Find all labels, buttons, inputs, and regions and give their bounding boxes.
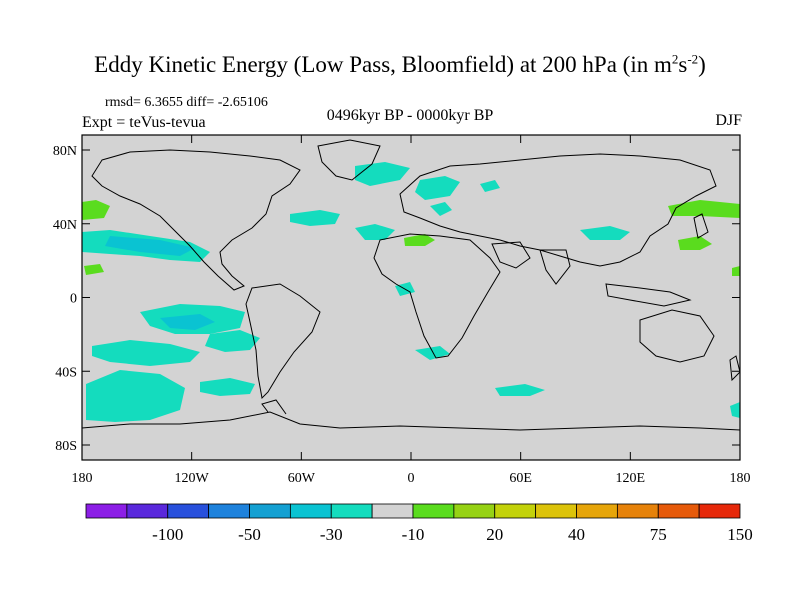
lon-label: 180 xyxy=(72,471,93,486)
coast-eurasia xyxy=(399,153,717,267)
colorbar-swatch xyxy=(453,503,496,519)
patch-cyan xyxy=(200,378,255,396)
patch-green xyxy=(84,264,104,275)
season-label: DJF xyxy=(715,112,742,129)
colorbar: -100 -50 -30 -10 20 40 75 150 xyxy=(85,503,753,544)
colorbar-swatch xyxy=(535,503,577,519)
patch-cyan xyxy=(730,402,740,418)
colorbar-swatch xyxy=(126,503,169,519)
coast-indonesia xyxy=(605,283,692,307)
patch-cyan xyxy=(355,224,395,240)
patch-green xyxy=(404,234,435,246)
coast-arabia xyxy=(491,241,531,269)
patch-cyan xyxy=(495,384,545,396)
colorbar-swatch xyxy=(249,503,291,519)
patch-cyan xyxy=(415,176,460,200)
colorbar-swatch xyxy=(371,503,414,519)
lat-label: 80S xyxy=(55,439,77,454)
colorbar-label: 20 xyxy=(486,525,503,544)
coast-africa xyxy=(373,233,501,359)
lon-label: 180 xyxy=(730,471,751,486)
coast-australia xyxy=(639,309,715,363)
colorbar-swatch xyxy=(85,503,128,519)
patch-blue xyxy=(105,236,195,256)
rmsd-diff-stats: rmsd= 6.3655 diff= -2.65106 xyxy=(105,95,268,110)
lon-label: 0 xyxy=(408,471,415,486)
lat-label: 0 xyxy=(70,292,77,307)
lat-label: 40S xyxy=(55,365,77,380)
coast-antarctic-peninsula xyxy=(261,399,287,415)
patch-cyan xyxy=(92,340,200,366)
colorbar-swatch xyxy=(494,503,537,519)
coast-south-america xyxy=(245,283,321,400)
patch-cyan xyxy=(290,210,340,226)
colorbar-label: 150 xyxy=(727,525,753,544)
colorbar-swatch xyxy=(657,503,700,519)
patch-green xyxy=(732,266,740,276)
colorbar-swatch xyxy=(330,503,373,519)
patch-cyan xyxy=(430,202,452,216)
colorbar-label: 75 xyxy=(650,525,667,544)
patch-cyan xyxy=(86,370,185,422)
colorbar-swatch xyxy=(289,503,332,519)
coastlines xyxy=(81,139,741,431)
patch-cyan xyxy=(415,346,450,360)
colorbar-swatch xyxy=(698,503,741,519)
colorbar-swatch xyxy=(208,503,250,519)
lon-label: 120E xyxy=(616,471,646,486)
coast-antarctica xyxy=(81,411,741,431)
lon-label: 60E xyxy=(509,471,532,486)
patch-blue xyxy=(160,314,215,330)
experiment-label: Expt = teVus-tevua xyxy=(82,114,206,131)
colorbar-label: -100 xyxy=(152,525,183,544)
patch-cyan xyxy=(205,330,260,352)
lat-label: 40N xyxy=(53,218,77,233)
colorbar-label: -50 xyxy=(238,525,261,544)
coast-greenland xyxy=(317,139,381,181)
longitude-axis: 180 120W 60W 0 60E 120E 180 xyxy=(72,135,751,486)
lat-label: 80N xyxy=(53,144,77,159)
patch-green xyxy=(668,200,740,218)
colorbar-swatch xyxy=(167,503,210,519)
colorbar-label: -30 xyxy=(320,525,343,544)
patch-green xyxy=(678,236,712,250)
patch-green xyxy=(82,200,110,220)
chart-title: Eddy Kinetic Energy (Low Pass, Bloomfiel… xyxy=(94,51,706,77)
patch-cyan xyxy=(355,162,410,186)
lon-label: 60W xyxy=(288,471,316,486)
colorbar-swatch xyxy=(576,503,618,519)
latitude-axis: 80N 40N 0 40S 80S xyxy=(53,144,740,454)
coast-japan xyxy=(693,213,709,239)
colorbar-label: 40 xyxy=(568,525,585,544)
map-background xyxy=(82,135,740,460)
period-label: 0496kyr BP - 0000kyr BP xyxy=(326,107,494,124)
patch-cyan xyxy=(480,180,500,192)
colorbar-swatch xyxy=(616,503,659,519)
colorbar-swatch xyxy=(412,503,455,519)
patch-cyan xyxy=(580,226,630,240)
lon-label: 120W xyxy=(175,471,210,486)
coast-north-america xyxy=(91,149,301,291)
anomaly-patches xyxy=(82,162,740,422)
coast-india xyxy=(539,249,571,285)
colorbar-label: -10 xyxy=(402,525,425,544)
